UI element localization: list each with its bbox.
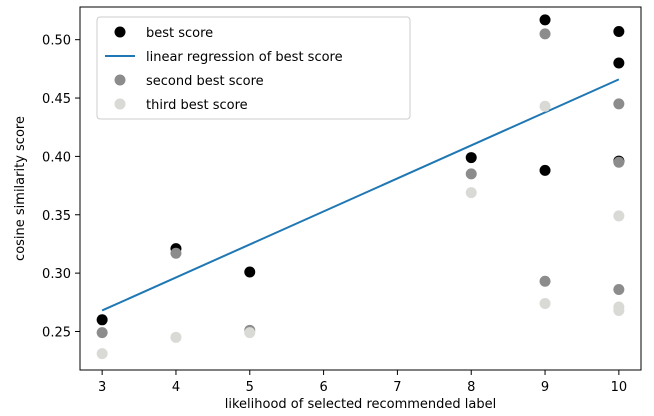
series-linear-regression-of-best-score: [101, 78, 620, 312]
third-best-score-point: [170, 331, 182, 343]
legend: best score linear regression of best scor…: [96, 16, 411, 120]
x-tick-label: 6: [319, 380, 327, 395]
legend-item-third-best-score: third best score: [114, 98, 248, 113]
legend-box: [96, 16, 411, 120]
regression-line: [101, 78, 620, 312]
best-score-point: [613, 57, 625, 69]
best-score-point: [539, 164, 551, 176]
y-tick-label: 0.25: [42, 325, 71, 340]
third-best-score-point: [96, 348, 108, 360]
best-score-point: [613, 26, 625, 38]
y-tick-label: 0.35: [42, 209, 71, 224]
plot-area: [96, 14, 625, 360]
legend-item-second-best-score: second best score: [114, 74, 264, 89]
second-best-score-point: [613, 283, 625, 295]
third-best-score-point: [465, 187, 477, 199]
y-tick-label: 0.45: [42, 92, 71, 107]
x-tick-label: 8: [467, 380, 475, 395]
x-tick-label: 9: [541, 380, 549, 395]
legend-label: second best score: [146, 74, 264, 89]
second-best-score-point: [613, 98, 625, 110]
x-tick-label: 3: [98, 380, 106, 395]
x-tick-label: 4: [172, 380, 180, 395]
third-best-score-point: [539, 100, 551, 112]
legend-marker-swatch: [114, 98, 126, 110]
x-tick-label: 5: [246, 380, 254, 395]
second-best-score-point: [96, 327, 108, 339]
series-second-best-score: [96, 28, 625, 339]
third-best-score-point: [244, 327, 256, 339]
second-best-score-point: [539, 28, 551, 40]
y-tick-label: 0.40: [42, 150, 71, 165]
legend-label: best score: [146, 26, 213, 41]
legend-label: third best score: [146, 98, 248, 113]
second-best-score-point: [539, 275, 551, 287]
third-best-score-point: [613, 210, 625, 222]
third-best-score-point: [539, 297, 551, 309]
legend-marker-swatch: [114, 26, 126, 38]
legend-marker-swatch: [114, 74, 126, 86]
best-score-point: [244, 266, 256, 278]
x-tick-label: 10: [611, 380, 628, 395]
x-axis-label: likelihood of selected recommended label: [225, 397, 497, 412]
plot-frame: [79, 6, 642, 371]
x-axis: 3 4 5 6 7 8 9 10: [98, 370, 627, 395]
legend-item-linear-regression-of-best-score: linear regression of best score: [105, 50, 343, 65]
best-score-point: [465, 152, 477, 164]
y-tick-label: 0.30: [42, 267, 71, 282]
legend-label: linear regression of best score: [146, 50, 343, 65]
second-best-score-point: [613, 156, 625, 168]
y-axis: 0.25 0.30 0.35 0.40 0.45 0.50: [42, 34, 80, 340]
second-best-score-point: [170, 247, 182, 259]
y-axis-label: cosine similarity score: [13, 116, 28, 261]
y-tick-label: 0.50: [42, 34, 71, 49]
third-best-score-point: [613, 304, 625, 316]
best-score-point: [539, 14, 551, 26]
legend-item-best-score: best score: [114, 26, 213, 41]
second-best-score-point: [465, 168, 477, 180]
series-third-best-score: [96, 100, 625, 360]
x-tick-label: 7: [393, 380, 401, 395]
best-score-point: [96, 314, 108, 326]
